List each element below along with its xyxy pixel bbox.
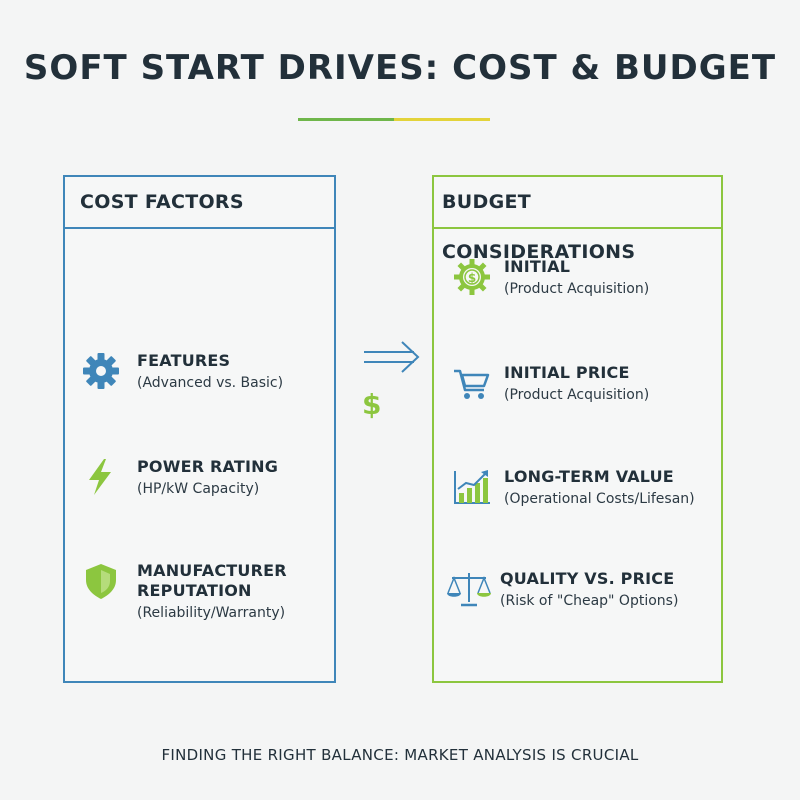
cost-factor-manufacturer-reputation: MANUFACTURER REPUTATION (Reliability/War… bbox=[81, 561, 287, 623]
budget-quality-vs-price: QUALITY VS. PRICE (Risk of "Cheap" Optio… bbox=[446, 569, 678, 611]
cost-factor-features: FEATURES (Advanced vs. Basic) bbox=[81, 351, 283, 393]
lightning-bolt-icon bbox=[89, 459, 111, 495]
shield-icon bbox=[86, 564, 116, 599]
budget-initial: $ INITIAL (Product Acquisition) bbox=[452, 257, 649, 299]
item-label: MANUFACTURER REPUTATION bbox=[137, 561, 287, 600]
growth-chart-icon bbox=[454, 470, 490, 504]
item-label: QUALITY VS. PRICE bbox=[500, 569, 675, 588]
page-title: SOFT START DRIVES: COST & BUDGET bbox=[23, 48, 777, 88]
item-label: POWER RATING bbox=[137, 457, 279, 476]
gear-icon bbox=[83, 353, 119, 389]
item-label: INITIAL bbox=[504, 257, 571, 276]
shopping-cart-icon bbox=[454, 369, 490, 399]
item-subtext: (Operational Costs/Lifesan) bbox=[504, 491, 695, 507]
double-arrow-icon bbox=[364, 341, 420, 373]
item-subtext: (Risk of "Cheap" Options) bbox=[500, 593, 679, 609]
balance-scale-icon bbox=[447, 573, 491, 607]
svg-text:$: $ bbox=[468, 271, 476, 285]
budget-considerations-panel: BUDGET CONSIDERATIONS $ INITIAL (Product… bbox=[432, 175, 723, 683]
budget-initial-price: INITIAL PRICE (Product Acquisition) bbox=[452, 363, 649, 405]
item-label: INITIAL PRICE bbox=[504, 363, 630, 382]
item-label: LONG-TERM VALUE bbox=[504, 467, 674, 486]
dollar-coin-gear-icon: $ bbox=[454, 259, 490, 295]
budget-considerations-heading: BUDGET CONSIDERATIONS bbox=[434, 177, 721, 263]
footer-caption: FINDING THE RIGHT BALANCE: MARKET ANALYS… bbox=[161, 746, 639, 764]
item-label: FEATURES bbox=[137, 351, 231, 370]
cost-factor-power-rating: POWER RATING (HP/kW Capacity) bbox=[81, 457, 278, 499]
cost-factors-panel: COST FACTORS FEATURES (Advanced vs. Basi… bbox=[63, 175, 336, 683]
cost-factors-heading: COST FACTORS bbox=[65, 177, 334, 229]
item-subtext: (HP/kW Capacity) bbox=[137, 481, 260, 497]
item-subtext: (Reliability/Warranty) bbox=[137, 605, 286, 621]
item-subtext: (Product Acquisition) bbox=[504, 387, 650, 403]
item-subtext: (Product Acquisition) bbox=[504, 281, 650, 297]
title-underline bbox=[298, 118, 490, 121]
item-subtext: (Advanced vs. Basic) bbox=[137, 375, 284, 391]
dollar-symbol: $ bbox=[362, 388, 382, 421]
budget-long-term-value: LONG-TERM VALUE (Operational Costs/Lifes… bbox=[452, 467, 695, 509]
